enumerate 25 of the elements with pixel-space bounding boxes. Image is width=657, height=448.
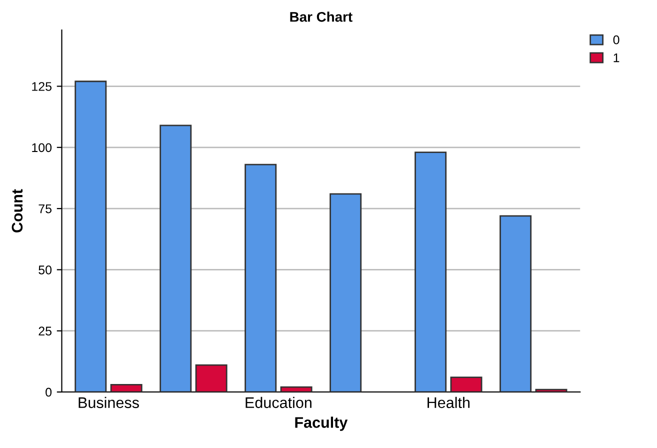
y-tick-label: 125 [32,82,52,91]
y-tick-label: 25 [38,326,52,336]
legend-label: 0 [613,35,620,44]
bar [535,388,568,392]
bar [110,384,142,392]
x-axis-title: Faculty [295,416,348,431]
bar [280,386,312,392]
x-tick-label: Education [246,396,312,408]
y-tick-label: 75 [38,204,52,214]
bar [330,193,362,392]
bar [450,376,482,392]
y-axis-title: Count [12,189,23,232]
chart-title: Bar Chart [290,12,352,22]
bar [500,215,532,392]
y-tick-label: 50 [38,266,52,274]
bar [160,124,192,392]
y-tick-label: 0 [46,388,52,397]
bar [244,164,277,392]
bar [195,364,228,392]
bar [414,152,447,392]
x-tick-label: Health [428,396,470,408]
bar [74,80,107,392]
legend-label: 1 [614,54,620,62]
x-tick-label: Business [78,396,139,408]
y-tick-label: 100 [32,143,52,152]
